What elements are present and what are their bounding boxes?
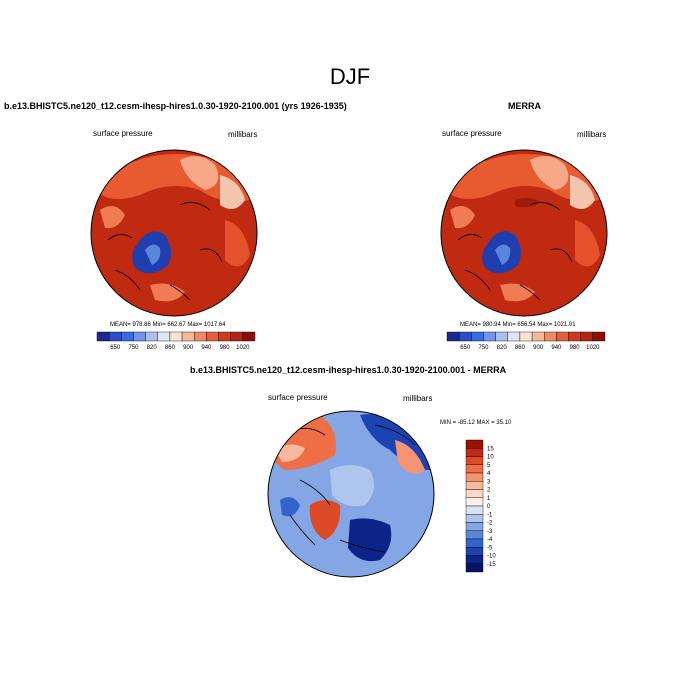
colorbar-segment: [230, 331, 244, 342]
colorbar-tick-label: 820: [497, 345, 508, 351]
model-polar-map: [90, 149, 258, 317]
diff-colorbar-segment: [465, 530, 484, 540]
diff-panel-title: b.e13.BHISTC5.ne120_t12.cesm-ihesp-hires…: [190, 365, 507, 375]
colorbar-segment: [446, 331, 460, 342]
colorbar-tick-label: 820: [147, 345, 158, 351]
colorbar-tick-label: 940: [551, 345, 562, 351]
diff-colorbar-tick-label: -4: [487, 537, 493, 543]
colorbar-segment: [145, 331, 158, 342]
colorbar-segment: [169, 331, 183, 342]
diff-colorbar-segment: [465, 481, 484, 490]
diff-colorbar-segment: [465, 497, 484, 507]
colorbar-tick-label: 900: [533, 345, 544, 351]
diff-colorbar-tick-label: 4: [487, 471, 491, 477]
diff-colorbar-segment: [465, 505, 484, 515]
diff-colorbar-tick-label: 10: [487, 455, 494, 461]
colorbar-segment: [483, 331, 496, 342]
colorbar-segment: [568, 331, 581, 342]
diff-colorbar-segment: [465, 522, 484, 531]
model-panel-title: b.e13.BHISTC5.ne120_t12.cesm-ihesp-hires…: [4, 101, 347, 111]
diff-colorbar-tick-label: -10: [487, 554, 496, 560]
colorbar-segment: [531, 331, 545, 342]
colorbar-tick-label: 650: [110, 345, 121, 351]
colorbar-tick-label: 900: [183, 345, 194, 351]
diff-colorbar-segment: [465, 472, 484, 482]
diff-colorbar-tick-label: -3: [487, 529, 493, 535]
colorbar-tick-label: 980: [220, 345, 231, 351]
obs-units-label: millibars: [577, 130, 607, 139]
diff-colorbar-tick-label: 5: [487, 463, 491, 469]
colorbar-segment: [242, 331, 256, 342]
colorbar-segment: [556, 331, 569, 342]
colorbar-tick-label: 860: [515, 345, 526, 351]
obs-stats: MEAN= 980.94 Min= 656.54 Max= 1021.01: [460, 322, 576, 328]
obs-variable-label: surface pressure: [442, 129, 502, 138]
diff-polar-map: [267, 410, 435, 578]
colorbar-tick-label: 940: [201, 345, 212, 351]
colorbar-tick-label: 750: [128, 345, 139, 351]
model-units-label: millibars: [228, 130, 258, 139]
colorbar-segment: [181, 331, 195, 342]
colorbar-segment: [495, 331, 508, 342]
diff-colorbar-segment: [465, 538, 484, 548]
obs-colorbar: 650 750 820 860 900 940 980 1020: [446, 331, 606, 351]
colorbar-tick-label: 980: [570, 345, 581, 351]
colorbar-tick-label: 1020: [586, 345, 600, 351]
diff-colorbar-tick-label: 15: [487, 446, 494, 452]
colorbar-segment: [580, 331, 594, 342]
obs-polar-map: [440, 149, 608, 317]
diff-colorbar-tick-label: 1: [487, 496, 491, 502]
model-stats: MEAN= 978.86 Min= 662.67 Max= 1017.64: [110, 322, 226, 328]
model-variable-label: surface pressure: [93, 129, 153, 138]
diff-colorbar-tick-label: -1: [487, 512, 493, 518]
diff-colorbar-segment: [465, 555, 484, 564]
diff-colorbar-segment: [465, 439, 484, 449]
colorbar-tick-label: 750: [478, 345, 489, 351]
diff-colorbar-tick-label: -2: [487, 521, 493, 527]
diff-colorbar-tick-label: -5: [487, 545, 493, 551]
diff-colorbar-segment: [465, 547, 484, 556]
diff-colorbar-tick-label: -15: [487, 562, 496, 568]
colorbar-tick-label: 650: [460, 345, 471, 351]
diff-colorbar-segment: [465, 489, 484, 498]
colorbar-segment: [507, 331, 521, 342]
main-title: DJF: [329, 64, 371, 89]
colorbar-segment: [157, 331, 171, 342]
colorbar-segment: [133, 331, 146, 342]
diff-colorbar-segment: [465, 448, 484, 457]
colorbar-segment: [194, 331, 207, 342]
diff-colorbar-segment: [465, 514, 484, 523]
diff-stats: MIN = -85.12 MAX = 35.10: [440, 420, 512, 426]
diff-colorbar-tick-label: 0: [487, 504, 491, 510]
diff-colorbar-tick-label: 2: [487, 488, 491, 494]
colorbar-segment: [121, 331, 134, 342]
colorbar-segment: [108, 331, 122, 342]
diff-colorbar-segment: [465, 464, 484, 474]
colorbar-segment: [592, 331, 606, 342]
colorbar-segment: [206, 331, 219, 342]
colorbar-segment: [96, 331, 110, 342]
colorbar-segment: [218, 331, 231, 342]
colorbar-segment: [544, 331, 557, 342]
diff-colorbar-tick-label: 3: [487, 479, 491, 485]
diff-colorbar-segment: [465, 456, 484, 465]
colorbar-segment: [458, 331, 472, 342]
diff-variable-label: surface pressure: [268, 393, 328, 402]
colorbar-segment: [519, 331, 533, 342]
diff-units-label: millibars: [403, 394, 433, 403]
colorbar-tick-label: 860: [165, 345, 176, 351]
model-colorbar: 650 750 820 860 900 940 980 1020: [96, 331, 256, 351]
colorbar-tick-label: 1020: [236, 345, 250, 351]
obs-panel-title: MERRA: [508, 101, 541, 111]
colorbar-segment: [471, 331, 484, 342]
diff-colorbar-segment: [465, 563, 484, 573]
